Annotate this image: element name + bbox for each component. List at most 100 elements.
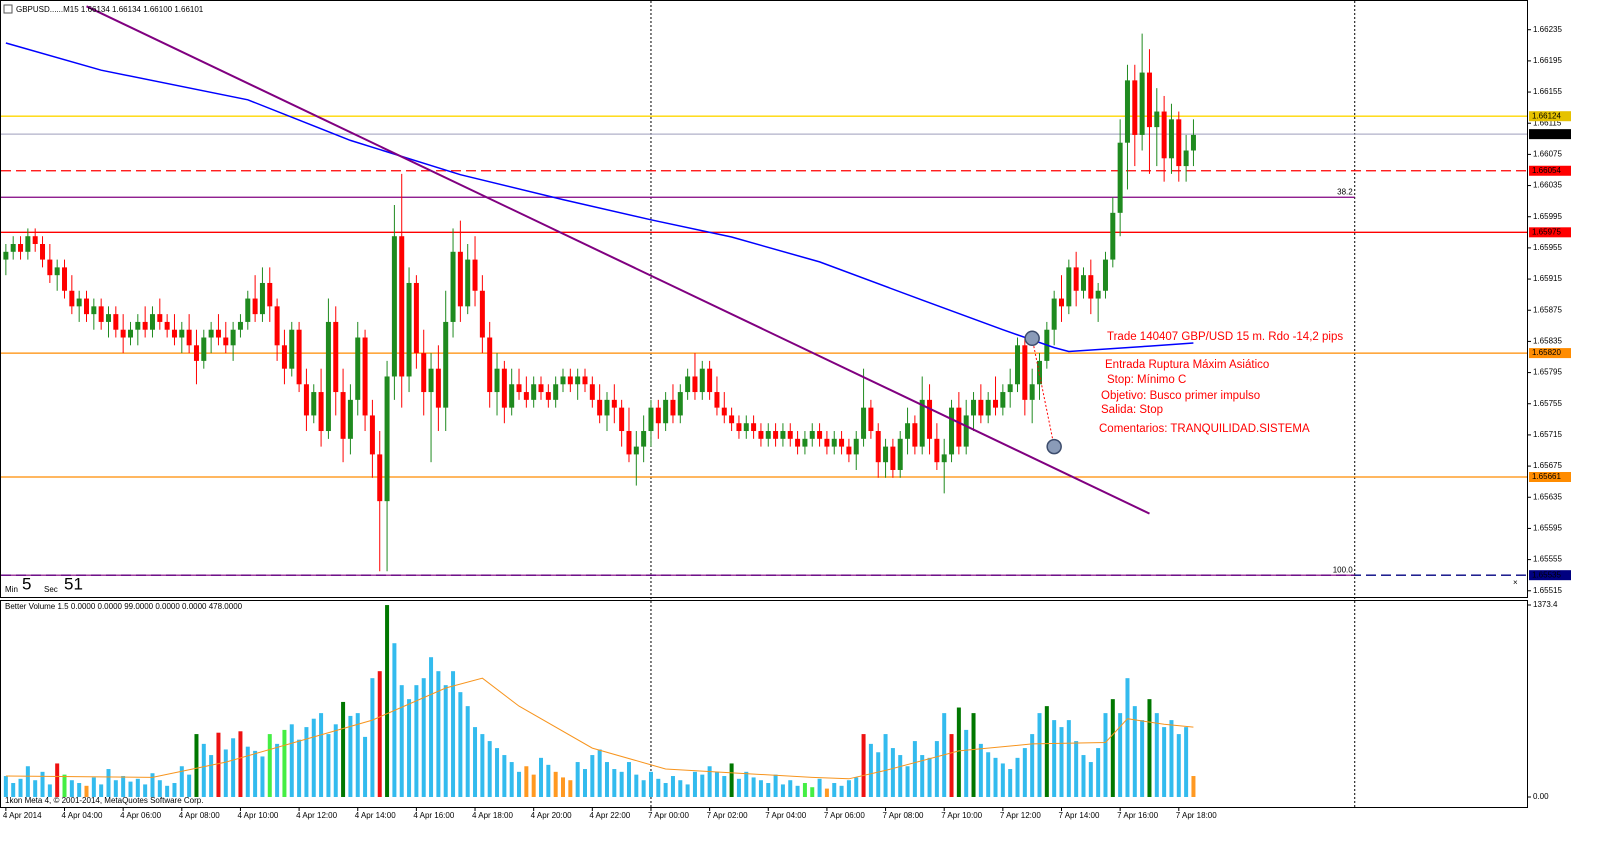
candle-body (186, 329, 192, 346)
candle-body (479, 290, 485, 338)
volume-bar (1081, 755, 1086, 797)
candle-body (208, 329, 214, 338)
volume-bar (465, 706, 470, 797)
x-tick-label: 4 Apr 18:00 (472, 811, 513, 820)
volume-bar (810, 787, 815, 797)
y-tick-label: 1.66235 (1533, 25, 1562, 34)
candle-body (1154, 111, 1160, 128)
candle-body (971, 399, 977, 416)
candle-body (274, 306, 280, 346)
candle-body (105, 314, 111, 322)
candle-body (780, 431, 786, 439)
candle-body (201, 337, 207, 361)
candle-body (773, 431, 779, 439)
candle-body (685, 376, 691, 393)
volume-bar (641, 780, 646, 797)
candle-body (333, 321, 339, 393)
y-tick-label: 0.00 (1533, 792, 1549, 801)
candle-body (472, 259, 478, 291)
candle-body (1066, 267, 1072, 307)
volume-bar (113, 780, 118, 797)
candle-body (993, 399, 999, 408)
candle-body (736, 423, 742, 432)
volume-bar (648, 771, 653, 797)
volume-bar (399, 685, 404, 797)
volume-bar (1176, 734, 1181, 797)
candle-body (802, 438, 808, 447)
y-tick-label: 1.66075 (1533, 150, 1562, 159)
volume-bar (1037, 713, 1042, 797)
volume-bar (1125, 678, 1130, 797)
volume-bar (333, 724, 338, 797)
volume-bar (25, 766, 30, 797)
x-tick-label: 4 Apr 08:00 (179, 811, 220, 820)
x-tick-label: 7 Apr 00:00 (648, 811, 689, 820)
volume-bar (561, 777, 566, 797)
volume-bar (839, 785, 844, 797)
volume-bar (363, 736, 368, 797)
volume-bar (883, 734, 888, 797)
volume-bar (436, 671, 441, 797)
candle-body (465, 259, 471, 307)
annotation: Objetivo: Busco primer impulso (1101, 390, 1260, 402)
close-icon[interactable]: × (1513, 578, 1518, 587)
volume-bar (1169, 720, 1174, 797)
volume-bar (128, 781, 133, 797)
volume-bar (612, 769, 617, 797)
volume-bar (1000, 763, 1005, 797)
candle-body (289, 329, 295, 369)
volume-bar (289, 724, 294, 797)
candle-body (1037, 360, 1043, 385)
candle-body (699, 368, 705, 393)
volume-bar (495, 748, 500, 797)
volume-bar (414, 685, 419, 797)
indicator-lines (5, 5, 1194, 780)
price-marker (1529, 111, 1571, 122)
candle-body (355, 337, 361, 400)
volume-bar (275, 743, 280, 797)
volume-bar (194, 734, 199, 797)
y-tick-label: 1.65755 (1533, 399, 1562, 408)
volume-bar (209, 755, 214, 797)
price-marker (1529, 348, 1571, 359)
x-tick-label: 4 Apr 10:00 (237, 811, 278, 820)
candle-body (164, 321, 170, 330)
candle-body (890, 446, 896, 470)
x-tick-label: 4 Apr 14:00 (355, 811, 396, 820)
volume-bar (986, 752, 991, 797)
volume-bar (553, 771, 558, 797)
volume-bar (319, 713, 324, 797)
candle-body (421, 353, 427, 393)
candle-body (435, 368, 441, 408)
candle-body (677, 392, 683, 416)
candle-body (281, 345, 287, 369)
volume-bar (539, 757, 544, 797)
candle-body (545, 392, 551, 400)
candle-body (76, 298, 82, 307)
x-tick-label: 4 Apr 16:00 (413, 811, 454, 820)
x-tick-label: 4 Apr 12:00 (296, 811, 337, 820)
price-marker-label: 1.65820 (1532, 348, 1561, 357)
volume-bar (282, 729, 287, 797)
candle-body (1146, 72, 1152, 128)
y-tick-label: 1.65915 (1533, 274, 1562, 283)
candle-body (839, 438, 845, 447)
candle-body (795, 438, 801, 447)
volume-bar (524, 766, 529, 797)
fib-label: 38.2 (1337, 187, 1353, 196)
candle-body (956, 407, 962, 447)
candle-body (934, 438, 940, 463)
candle-body (377, 454, 383, 502)
x-tick-label: 7 Apr 06:00 (824, 811, 865, 820)
candle-body (413, 282, 419, 354)
volume-bar (905, 766, 910, 797)
volume-bar (626, 762, 631, 797)
candle-body (179, 329, 185, 338)
volume-bar (949, 734, 954, 797)
volume-bar (245, 746, 250, 797)
volume-bar (297, 739, 302, 797)
candle-body (487, 337, 493, 393)
candle-body (259, 282, 265, 315)
price-marker-label: 1.65975 (1532, 227, 1561, 236)
volume-bar (582, 769, 587, 797)
